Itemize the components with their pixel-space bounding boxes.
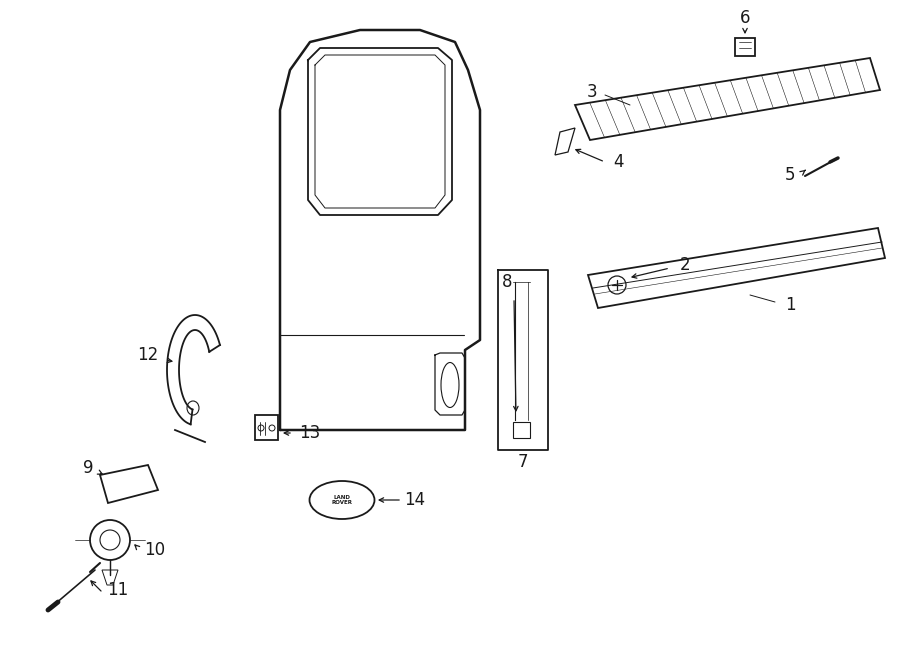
Text: 14: 14 xyxy=(404,491,426,509)
Text: 3: 3 xyxy=(587,83,598,101)
Text: 11: 11 xyxy=(107,581,129,599)
Text: 8: 8 xyxy=(502,273,512,291)
Text: 10: 10 xyxy=(144,541,166,559)
Text: 4: 4 xyxy=(613,153,623,171)
Text: 7: 7 xyxy=(518,453,528,471)
Text: 6: 6 xyxy=(740,9,751,27)
Text: 1: 1 xyxy=(785,296,796,314)
Text: 5: 5 xyxy=(785,166,796,184)
Text: 13: 13 xyxy=(300,424,320,442)
Text: 12: 12 xyxy=(138,346,158,364)
Text: 2: 2 xyxy=(680,256,690,274)
Text: LAND
ROVER: LAND ROVER xyxy=(331,495,353,505)
Text: 9: 9 xyxy=(83,459,94,477)
